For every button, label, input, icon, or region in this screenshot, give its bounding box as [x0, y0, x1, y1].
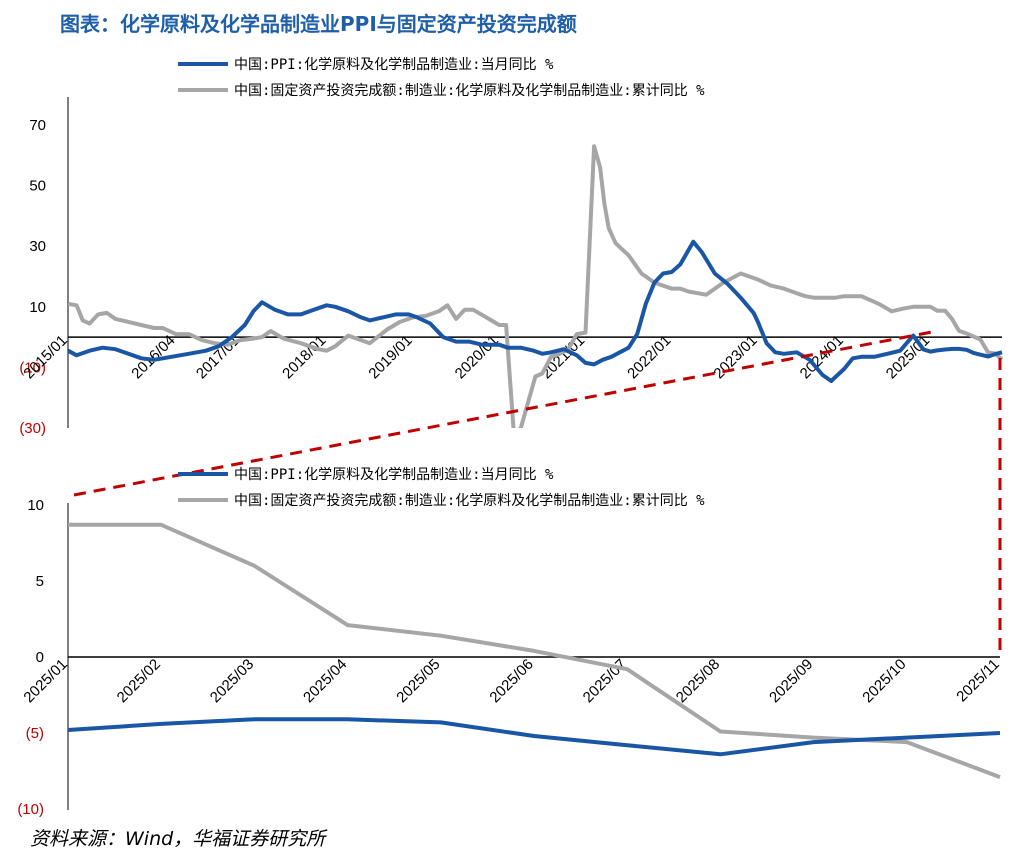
x-tick-label: 2025/01	[20, 656, 70, 706]
y-tick-label: 70	[29, 117, 46, 134]
x-tick-label: 2025/09	[766, 656, 816, 706]
x-tick-label: 2020/01	[452, 332, 502, 382]
y-tick-label: (5)	[26, 725, 44, 742]
y-tick-label: (30)	[19, 420, 46, 437]
zoom-connector	[73, 330, 1002, 652]
y-tick-label: 50	[29, 178, 46, 195]
y-tick-label: 0	[36, 649, 44, 666]
y-tick-label: 10	[27, 497, 44, 514]
bottom-chart-series	[67, 522, 1001, 779]
x-tick-label: 2025/04	[300, 656, 350, 706]
x-tick-label: 2025/05	[393, 656, 443, 706]
source-note: 资料来源：Wind，华福证券研究所	[30, 828, 326, 850]
x-tick-label: 2025/10	[859, 656, 909, 706]
bottom-chart-legend: 中国:PPI:化学原料及化学制品制造业:当月同比 % 中国:固定资产投资完成额:制…	[178, 467, 705, 509]
bottom-chart-axes: 10 5 0 (5) (10) 2025/01 2025/02 2025/03 2025/04 2…	[17, 497, 1003, 818]
ppi-line	[67, 717, 1001, 757]
ppi-line	[68, 239, 1003, 383]
chart-title: 图表：化学原料及化学品制造业PPI与固定资产投资完成额	[60, 12, 577, 36]
zoom-connector-diagonal	[73, 330, 933, 497]
x-tick-label: 2025/08	[673, 656, 723, 706]
legend-label: 中国:固定资产投资完成额:制造业:化学原料及化学制品制造业:累计同比 %	[234, 83, 705, 99]
x-tick-label: 2025/06	[486, 656, 536, 706]
y-tick-label: (10)	[17, 801, 44, 818]
x-tick-label: 2025/02	[114, 656, 164, 706]
legend-label: 中国:PPI:化学原料及化学制品制造业:当月同比 %	[234, 467, 554, 483]
x-tick-label: 2025/11	[953, 656, 1003, 706]
y-tick-label: (10)	[19, 359, 46, 376]
y-tick-label: 10	[29, 299, 46, 316]
legend-label: 中国:PPI:化学原料及化学制品制造业:当月同比 %	[234, 57, 554, 73]
fai-line	[68, 144, 1004, 428]
top-chart-legend: 中国:PPI:化学原料及化学制品制造业:当月同比 % 中国:固定资产投资完成额:制…	[178, 57, 705, 99]
x-tick-label: 2025/03	[207, 656, 257, 706]
y-tick-label: 30	[29, 238, 46, 255]
x-tick-label: 2023/01	[710, 332, 760, 382]
legend-label: 中国:固定资产投资完成额:制造业:化学原料及化学制品制造业:累计同比 %	[234, 493, 705, 509]
top-chart-series	[68, 144, 1004, 428]
y-tick-label: 5	[36, 573, 44, 590]
